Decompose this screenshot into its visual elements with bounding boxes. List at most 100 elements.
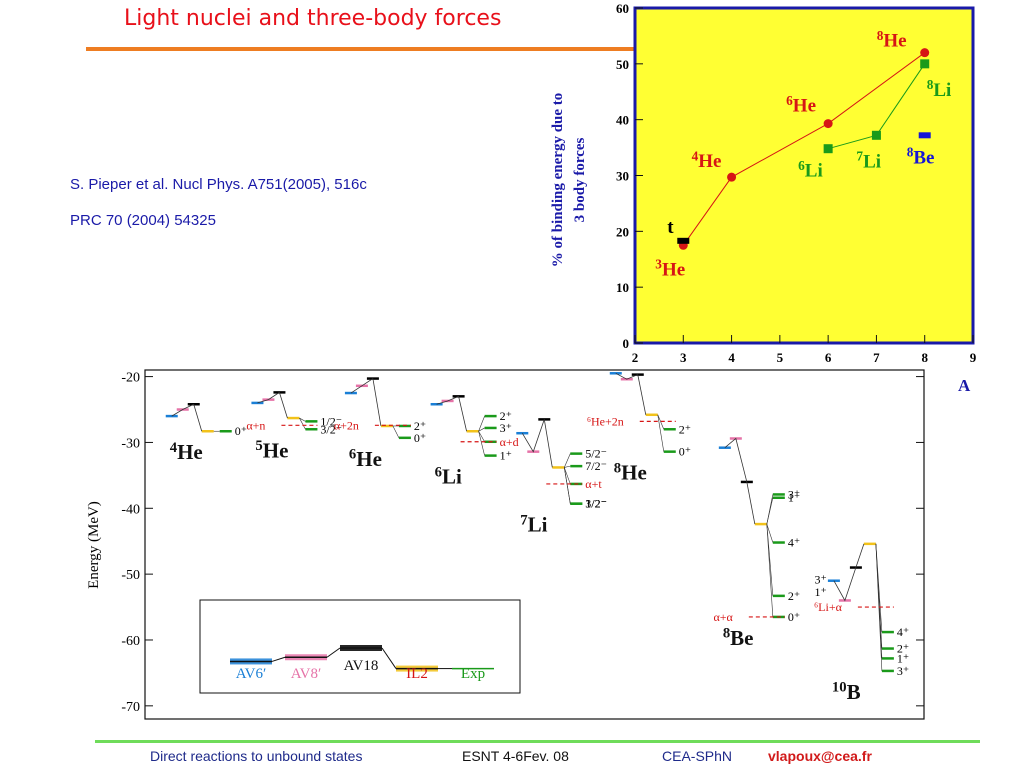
x-axis-label: A — [958, 376, 971, 395]
point-label: 3He — [655, 257, 685, 281]
level-connector — [171, 403, 194, 417]
spin-parity-label: 0⁺ — [414, 431, 426, 445]
spin-parity-label: 0⁺ — [235, 424, 247, 438]
level-connector — [436, 395, 459, 405]
x-tick-label: 5 — [777, 350, 784, 365]
spin-parity-label: 0⁺ — [679, 445, 691, 459]
threshold-label: α+d — [500, 435, 519, 449]
legend-label: Exp — [461, 666, 485, 682]
level-connector — [637, 374, 647, 415]
page-title: Light nuclei and three-body forces — [124, 6, 502, 31]
x-tick-label: 2 — [632, 350, 639, 365]
level-connector — [564, 467, 571, 485]
point-label: 8He — [877, 28, 907, 52]
spin-parity-label: 4⁺ — [897, 625, 909, 639]
series-line-he — [682, 52, 926, 246]
x-tick-label: 4 — [728, 350, 735, 365]
spin-parity-label: 3/2⁻ — [585, 497, 607, 511]
level-connector — [657, 414, 665, 452]
level-connector — [257, 392, 280, 404]
level-connector — [350, 378, 374, 394]
nucleus-label: 7Li — [520, 512, 547, 536]
x-tick-label: 9 — [970, 350, 977, 365]
level-connector — [657, 414, 665, 430]
level-connector — [766, 497, 774, 525]
data-point-li — [920, 59, 930, 69]
spin-parity-label: 1/2⁻ — [585, 497, 607, 511]
level-connector — [833, 567, 857, 602]
spin-parity-label: 4⁺ — [788, 536, 800, 550]
level-connector — [478, 415, 485, 432]
data-point-he — [727, 172, 737, 182]
legend-connector — [326, 647, 341, 658]
nucleus-label: 10B — [832, 680, 861, 704]
data-point-t — [677, 237, 690, 244]
level-connector — [563, 467, 571, 504]
point-label: 6Li — [798, 158, 823, 182]
spin-parity-label: 1⁺ — [897, 651, 909, 665]
footer-lab: CEA-SPhN — [662, 748, 733, 764]
y-tick-label: 10 — [616, 280, 629, 295]
spin-parity-label: 1⁺ — [788, 491, 800, 505]
spin-parity-label: 2⁺ — [500, 409, 512, 423]
y-tick-label: 50 — [616, 57, 629, 72]
point-label: 8Li — [927, 77, 952, 101]
x-tick-label: 8 — [921, 350, 928, 365]
y-tick-label: -60 — [121, 634, 140, 649]
footer-email[interactable]: vlapoux@cea.fr — [768, 748, 872, 764]
nucleus-label: 6Li — [435, 464, 462, 488]
threshold-label: α+α — [713, 610, 733, 624]
threshold-label: ⁶Li+α — [814, 600, 843, 614]
y-tick-label: -50 — [121, 568, 140, 583]
x-tick-label: 7 — [873, 350, 880, 365]
level-connector — [478, 431, 485, 442]
spin-parity-label: 2⁺ — [679, 422, 691, 436]
level-connector — [766, 524, 774, 617]
y-tick-label: -20 — [121, 371, 140, 386]
spin-parity-label: 3⁺ — [500, 421, 512, 435]
data-point-be — [918, 132, 931, 139]
spin-parity-label: 2⁺ — [788, 589, 800, 603]
level-connector — [543, 419, 553, 468]
point-label: 8Be — [907, 145, 935, 169]
spin-parity-label: 1⁺ — [815, 585, 827, 599]
nucleus-label: 4He — [170, 440, 203, 464]
level-connector — [458, 396, 467, 432]
spin-parity-label: 2⁺ — [897, 642, 909, 656]
level-connector — [615, 372, 638, 380]
spin-parity-label: 3/2⁻ — [320, 422, 342, 436]
legend-connector — [271, 656, 286, 662]
threshold-label: α+2n — [334, 418, 359, 432]
level-connector — [766, 523, 774, 543]
point-label: t — [667, 217, 674, 238]
title-underline — [86, 47, 634, 51]
y-tick-label: -70 — [121, 700, 140, 715]
data-point-li — [871, 130, 881, 140]
level-connector — [564, 465, 571, 468]
y-tick-label: 0 — [623, 336, 630, 351]
y-axis-label: Energy (MeV) — [86, 501, 102, 589]
y-tick-label: 60 — [616, 1, 629, 16]
x-tick-label: 6 — [825, 350, 832, 365]
reference-2: PRC 70 (2004) 54325 — [70, 212, 216, 229]
spin-parity-label: 3⁺ — [815, 572, 827, 586]
level-connector — [746, 481, 756, 525]
level-connector — [392, 425, 400, 438]
y-axis-label: % of binding energy due to 3 body forces — [550, 93, 588, 268]
level-connector — [372, 378, 382, 427]
level-connector — [299, 417, 306, 430]
level-connector — [564, 453, 571, 468]
legend-label: AV6′ — [236, 666, 267, 682]
nucleus-label: 8He — [614, 460, 647, 484]
level-connector — [478, 427, 485, 432]
data-point-li — [823, 144, 833, 154]
spin-parity-label: 1/2⁻ — [320, 414, 342, 428]
nucleus-label: 8Be — [723, 626, 754, 650]
threshold-label: α+t — [585, 477, 602, 491]
level-connector — [193, 404, 203, 432]
data-point-he — [920, 48, 930, 58]
x-tick-label: 3 — [680, 350, 687, 365]
y-tick-label: 30 — [616, 169, 629, 184]
y-tick-label: -40 — [121, 502, 140, 517]
